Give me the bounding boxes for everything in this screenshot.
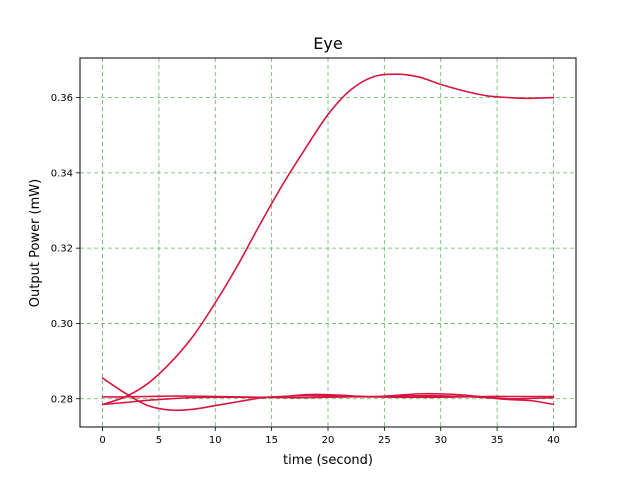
y-tick-label: 0.30 (51, 319, 73, 330)
x-tick-label: 0 (99, 435, 105, 446)
x-tick-label: 15 (265, 435, 278, 446)
grid (80, 58, 576, 427)
x-tick-label: 35 (491, 435, 504, 446)
x-tick-label: 10 (209, 435, 222, 446)
series-line-4 (101, 395, 555, 399)
x-tick-label: 30 (434, 435, 447, 446)
x-tick-label: 25 (378, 435, 391, 446)
y-tick-label: 0.36 (51, 93, 73, 104)
x-tick-label: 40 (547, 435, 560, 446)
x-tick-label: 5 (156, 435, 162, 446)
y-axis-label: Output Power (mW) (28, 179, 43, 307)
y-tick-label: 0.32 (51, 244, 73, 255)
x-tick-label: 20 (322, 435, 335, 446)
series-layer (101, 73, 555, 412)
x-axis-label: time (second) (283, 453, 373, 468)
y-axis-ticks: 0.28 0.30 0.32 0.34 0.36 (51, 93, 80, 405)
y-tick-label: 0.28 (51, 394, 73, 405)
series-line-1 (101, 73, 555, 406)
x-axis-ticks: 0 5 10 15 20 25 30 35 40 (99, 427, 560, 446)
chart-title: Eye (313, 34, 342, 53)
y-tick-label: 0.34 (51, 168, 73, 179)
